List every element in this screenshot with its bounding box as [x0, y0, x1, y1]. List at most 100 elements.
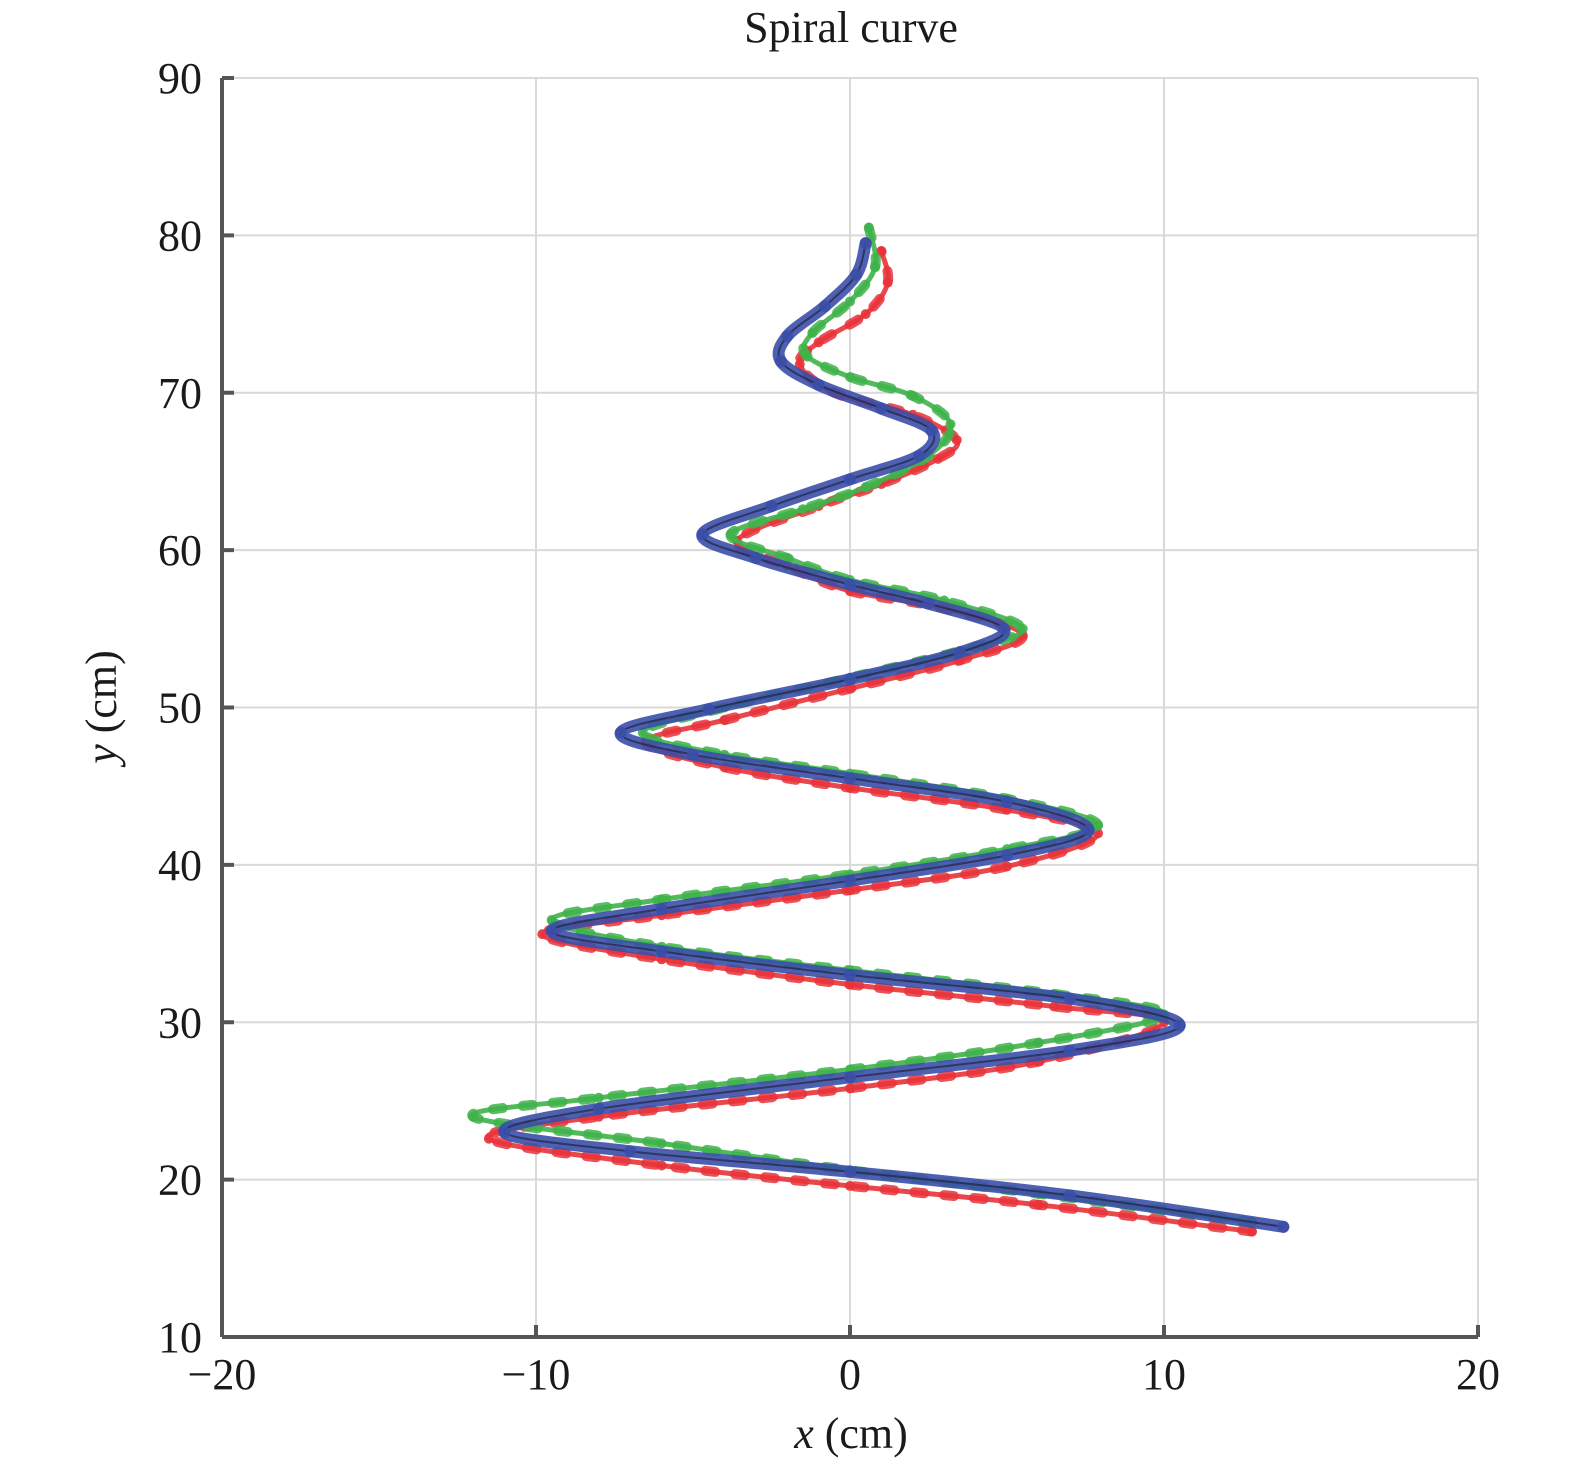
series-point: [1063, 1189, 1076, 1202]
y-tick-label: 70: [158, 369, 202, 418]
series-point: [1002, 861, 1012, 872]
series-point: [749, 551, 762, 564]
labels-layer: Spiral curve x (cm) y (cm) −20 −10 0 10 20 10…: [77, 3, 1500, 1458]
series-layer: [467, 222, 1290, 1237]
x-tick-label: 20: [1456, 1350, 1500, 1399]
series-point: [1063, 1044, 1076, 1057]
series-point: [812, 378, 825, 391]
series-point: [782, 552, 793, 563]
series-point: [702, 703, 715, 716]
series-point: [624, 1145, 637, 1158]
series-point: [655, 945, 668, 958]
y-axis-var: y: [77, 744, 126, 768]
series-point: [875, 402, 888, 415]
series-point: [813, 337, 824, 348]
y-tick-label: 10: [158, 1313, 202, 1362]
series-point: [845, 1180, 855, 1191]
series-point: [860, 482, 871, 493]
series-point: [859, 237, 872, 250]
series-point: [845, 683, 855, 694]
axes-layer: [220, 76, 1480, 1339]
series-point: [882, 277, 893, 288]
series-point: [845, 885, 855, 896]
y-tick-label: 20: [158, 1156, 202, 1205]
series-point: [997, 622, 1010, 635]
series-point: [687, 748, 699, 761]
series-point: [483, 1133, 494, 1144]
x-axis-unit: (cm): [814, 1409, 908, 1458]
series-point: [592, 1102, 605, 1115]
series-point: [656, 894, 667, 905]
series-point: [818, 300, 831, 313]
series-point: [844, 874, 856, 887]
x-axis-title: x (cm): [793, 1409, 908, 1458]
series-1: [482, 246, 1257, 1237]
series-point: [1001, 849, 1013, 862]
series-point: [845, 1083, 855, 1094]
series-point: [844, 1165, 856, 1178]
series-point: [774, 355, 787, 368]
series-point: [656, 1138, 667, 1149]
series-point: [844, 1071, 856, 1084]
series-point: [844, 772, 856, 785]
series-point: [1063, 992, 1076, 1005]
series-point: [655, 902, 668, 915]
x-axis-var: x: [793, 1409, 814, 1458]
x-tick-label: 0: [839, 1350, 861, 1399]
series-point: [537, 929, 548, 940]
series-point: [844, 578, 856, 591]
series-point: [845, 296, 855, 307]
y-tick-label: 50: [158, 684, 202, 733]
series-point: [922, 597, 935, 610]
series-point: [945, 419, 956, 430]
y-axis-unit: (cm): [77, 650, 126, 744]
series-point: [860, 309, 871, 320]
series-point: [781, 330, 794, 343]
series-point: [656, 1160, 667, 1171]
series-point: [845, 979, 855, 990]
series-point: [765, 500, 778, 513]
series-point: [637, 727, 648, 738]
series-point: [498, 1126, 511, 1139]
series-point: [794, 359, 805, 370]
series-point: [1173, 1019, 1186, 1032]
y-tick-label: 60: [158, 526, 202, 575]
series-point: [725, 529, 736, 540]
series-point: [1277, 1220, 1290, 1233]
series-point: [907, 390, 918, 401]
series-point: [844, 473, 856, 486]
x-tick-label: −20: [188, 1350, 257, 1399]
series-point: [953, 646, 966, 659]
series-point: [468, 1111, 479, 1122]
series-0: [498, 237, 1290, 1233]
series-point: [925, 424, 938, 437]
series-point: [801, 349, 812, 360]
series-point: [719, 715, 730, 726]
series-point: [850, 268, 863, 281]
y-tick-label: 40: [158, 841, 202, 890]
series-point: [1093, 820, 1104, 831]
series-point: [844, 969, 856, 982]
y-axis-title: y (cm): [77, 650, 126, 768]
series-point: [1017, 623, 1028, 634]
series-point: [932, 453, 943, 464]
x-tick-label: 10: [1142, 1350, 1186, 1399]
series-point: [951, 434, 962, 445]
chart-title: Spiral curve: [744, 3, 958, 52]
series-point: [696, 528, 709, 541]
y-tick-label: 30: [158, 998, 202, 1047]
series-line: [485, 248, 1255, 1235]
series-point: [1033, 1037, 1044, 1048]
series-point: [545, 924, 558, 937]
series-point: [1001, 795, 1013, 808]
series-point: [845, 782, 855, 793]
series-point: [593, 1092, 604, 1103]
series-point: [863, 222, 874, 233]
series-point: [1246, 1226, 1257, 1237]
series-point: [844, 673, 856, 686]
series-point: [807, 327, 818, 338]
series-point: [1049, 1001, 1060, 1012]
series-point: [870, 261, 881, 272]
